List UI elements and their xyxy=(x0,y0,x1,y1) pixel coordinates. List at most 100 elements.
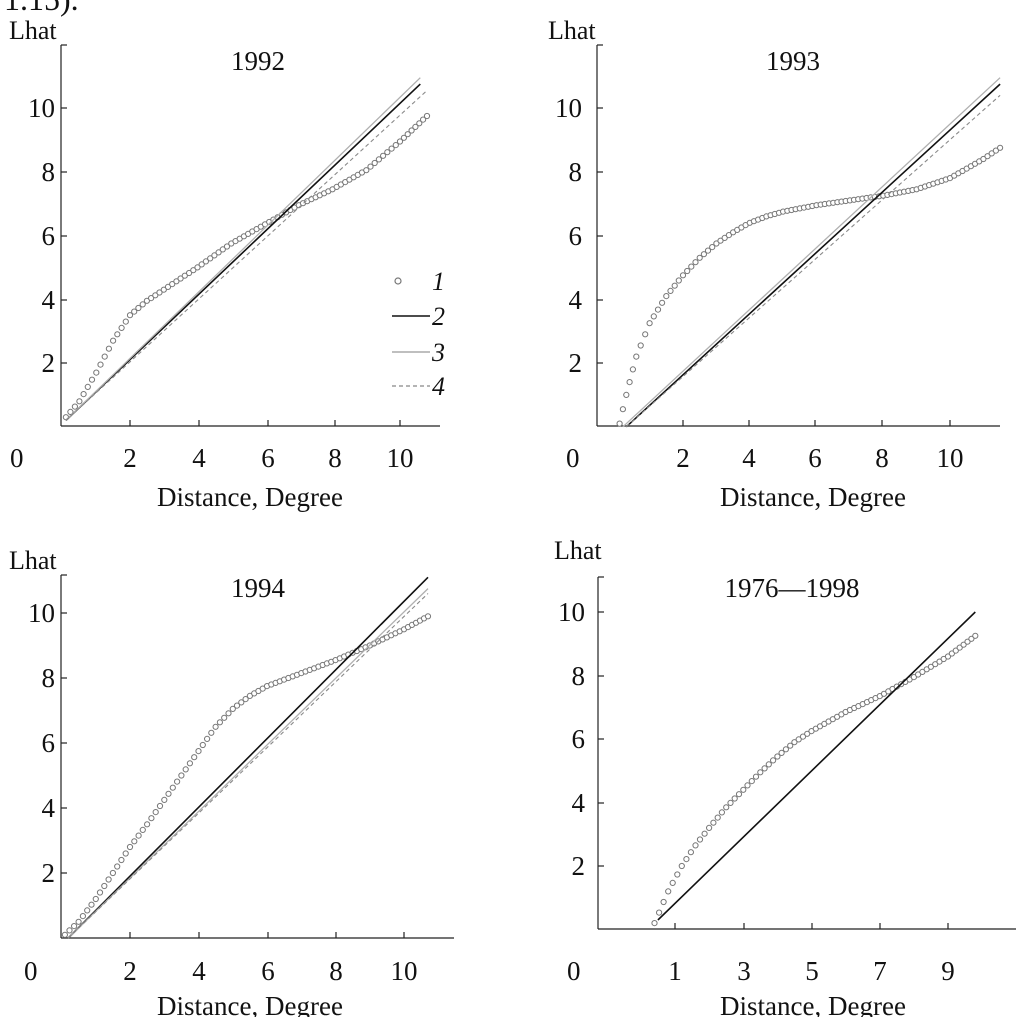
data-point xyxy=(650,313,657,320)
data-point xyxy=(683,856,690,863)
data-point xyxy=(367,163,374,170)
data-point xyxy=(616,420,623,427)
data-point xyxy=(93,369,100,376)
data-point xyxy=(633,353,640,360)
axes: 2 4 6 8 10 2 4 6 8 10 xyxy=(28,44,440,473)
data-point xyxy=(190,267,197,274)
y-tick-label: 6 xyxy=(569,221,583,251)
data-point xyxy=(152,292,159,299)
x-tick-label: 6 xyxy=(261,956,275,986)
data-point xyxy=(660,898,667,906)
data-point xyxy=(770,757,777,764)
data-point xyxy=(988,150,995,157)
data-point xyxy=(671,282,678,289)
data-point xyxy=(131,308,138,315)
data-point xyxy=(169,784,176,791)
data-point xyxy=(229,705,236,713)
x-axis-label: Distance, Degree xyxy=(720,991,906,1017)
data-point xyxy=(375,156,382,163)
data-point xyxy=(744,782,751,789)
y-tick-label: 4 xyxy=(572,788,586,818)
x-tick-label: 6 xyxy=(808,443,822,473)
caption-fragment: 1.15). xyxy=(4,0,79,17)
data-point xyxy=(66,927,73,934)
data-point xyxy=(186,269,193,277)
data-point xyxy=(207,255,214,262)
data-point xyxy=(233,702,241,709)
data-point xyxy=(623,391,630,398)
chart-title: 1976—1998 xyxy=(725,573,860,603)
data-point xyxy=(238,699,245,706)
data-point xyxy=(932,661,939,668)
data-point xyxy=(725,232,733,239)
data-point xyxy=(164,283,172,290)
chart-panel-1994: Lhat 1994 Distance, Degree 0 2 4 6 8 10 2 4 6 8 1… xyxy=(9,546,454,1017)
y-tick-label: 8 xyxy=(572,661,586,691)
data-point xyxy=(388,145,395,152)
x-tick-label: 5 xyxy=(805,956,819,986)
x-origin-label: 0 xyxy=(567,956,581,986)
x-tick-label: 10 xyxy=(937,443,964,473)
data-point xyxy=(392,142,399,149)
data-point xyxy=(84,907,91,914)
data-point xyxy=(80,391,87,398)
data-point xyxy=(396,138,404,145)
data-point xyxy=(114,863,121,870)
data-point xyxy=(629,366,637,373)
data-point xyxy=(384,149,391,156)
data-point xyxy=(718,809,726,816)
data-point xyxy=(420,116,427,123)
data-point xyxy=(663,293,670,300)
x-tick-label: 4 xyxy=(192,956,206,986)
x-tick-label: 8 xyxy=(328,443,342,473)
data-point xyxy=(654,306,662,313)
data-point xyxy=(799,733,807,740)
series-2-line xyxy=(625,83,1001,428)
data-point xyxy=(186,760,193,767)
data-point xyxy=(221,714,228,721)
axes: 1 3 5 7 9 2 4 6 8 10 xyxy=(558,576,1016,986)
data-point xyxy=(791,739,798,746)
data-point xyxy=(79,913,87,920)
series-3-line xyxy=(65,77,421,421)
data-point xyxy=(714,814,721,821)
data-point xyxy=(706,824,713,832)
x-tick-label: 3 xyxy=(737,956,751,986)
data-point xyxy=(204,735,211,743)
data-point xyxy=(952,647,959,654)
data-point xyxy=(972,632,979,639)
y-tick-label: 4 xyxy=(42,793,56,823)
chart-panel-1992: Lhat 1992 Distance, Degree 0 1 2 3 4 2 4 6… xyxy=(9,16,445,512)
data-point xyxy=(675,277,682,284)
y-tick-label: 2 xyxy=(569,348,583,378)
data-point xyxy=(178,772,185,779)
y-tick-label: 10 xyxy=(28,598,55,628)
data-point xyxy=(156,289,163,296)
data-point xyxy=(118,856,125,864)
data-point xyxy=(651,920,658,927)
data-point xyxy=(692,259,699,266)
data-point xyxy=(71,403,79,410)
y-tick-label: 8 xyxy=(42,663,56,693)
legend-label-4: 4 xyxy=(432,372,445,401)
chart-panel-1993: Lhat 1993 Distance, Degree 0 2 4 6 8 10 2 4 6 8 1… xyxy=(548,16,1004,512)
series-4-line xyxy=(65,90,428,421)
data-point xyxy=(363,167,370,174)
y-axis-label: Lhat xyxy=(9,546,57,575)
data-point xyxy=(202,258,209,265)
data-point xyxy=(156,802,164,810)
data-point xyxy=(105,345,113,352)
data-point xyxy=(416,120,423,127)
data-point xyxy=(109,869,117,877)
data-point xyxy=(194,264,201,271)
data-point xyxy=(126,843,134,851)
y-tick-label: 6 xyxy=(572,724,586,754)
data-point xyxy=(152,809,159,816)
data-point xyxy=(135,832,142,839)
data-point xyxy=(740,786,747,793)
series-2-line xyxy=(67,576,429,939)
axes: 2 4 6 8 10 2 4 6 8 10 xyxy=(28,574,454,986)
chart-title: 1994 xyxy=(231,573,286,603)
y-tick-label: 10 xyxy=(558,597,585,627)
data-point xyxy=(191,754,198,761)
